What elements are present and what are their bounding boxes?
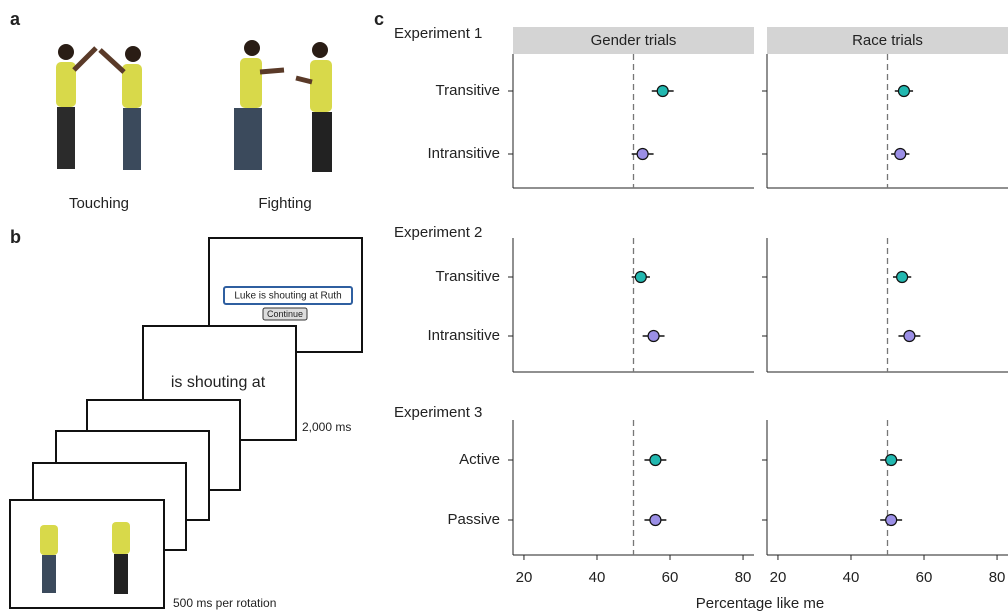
page: a Touching Fighting b Luke is shouting a… xyxy=(0,0,1008,613)
x-tick-label: 60 xyxy=(662,569,679,586)
condition-label: Intransitive xyxy=(427,145,500,162)
x-axis-label: Percentage like me xyxy=(696,595,824,612)
condition-label: Transitive xyxy=(436,268,500,285)
mean-dot xyxy=(895,149,906,160)
panel-label: b xyxy=(10,227,21,247)
rotation: 500 ms per rotation xyxy=(173,596,276,610)
figure: a Touching Fighting b Luke is shouting a… xyxy=(0,0,1008,613)
mean-dot xyxy=(648,331,659,342)
mean-dot xyxy=(886,515,897,526)
mean-dot xyxy=(650,515,661,526)
button-text: Continue xyxy=(267,309,303,319)
caption: Touching xyxy=(69,195,129,212)
x-tick-label: 80 xyxy=(735,569,752,586)
photo-fighting xyxy=(234,40,332,172)
mean-dot xyxy=(904,331,915,342)
x-tick-label: 40 xyxy=(589,569,606,586)
condition-label: Transitive xyxy=(436,82,500,99)
x-tick-label: 20 xyxy=(516,569,533,586)
mean-dot xyxy=(886,455,897,466)
mean-dot xyxy=(657,86,668,97)
experiment-title: Experiment 3 xyxy=(394,404,482,421)
mean-dot xyxy=(637,149,648,160)
x-tick-label: 80 xyxy=(989,569,1006,586)
experiment-title: Experiment 1 xyxy=(394,25,482,42)
photo-touching xyxy=(56,44,142,170)
facet-title: Race trials xyxy=(852,32,923,49)
condition-label: Intransitive xyxy=(427,327,500,344)
x-tick-label: 60 xyxy=(916,569,933,586)
verb-screen: is shouting at xyxy=(171,374,266,391)
x-tick-label: 40 xyxy=(843,569,860,586)
caption: Fighting xyxy=(258,195,311,212)
panel-label: c xyxy=(374,9,384,29)
facet-title: Gender trials xyxy=(591,32,677,49)
panel-label: a xyxy=(10,9,21,29)
mean-dot xyxy=(898,86,909,97)
mean-dot xyxy=(635,272,646,283)
x-tick-label: 20 xyxy=(770,569,787,586)
condition-label: Passive xyxy=(447,511,500,528)
sentence: Luke is shouting at Ruth xyxy=(234,291,341,302)
duration: 2,000 ms xyxy=(302,420,351,434)
condition-label: Active xyxy=(459,451,500,468)
mean-dot xyxy=(897,272,908,283)
mean-dot xyxy=(650,455,661,466)
experiment-title: Experiment 2 xyxy=(394,224,482,241)
